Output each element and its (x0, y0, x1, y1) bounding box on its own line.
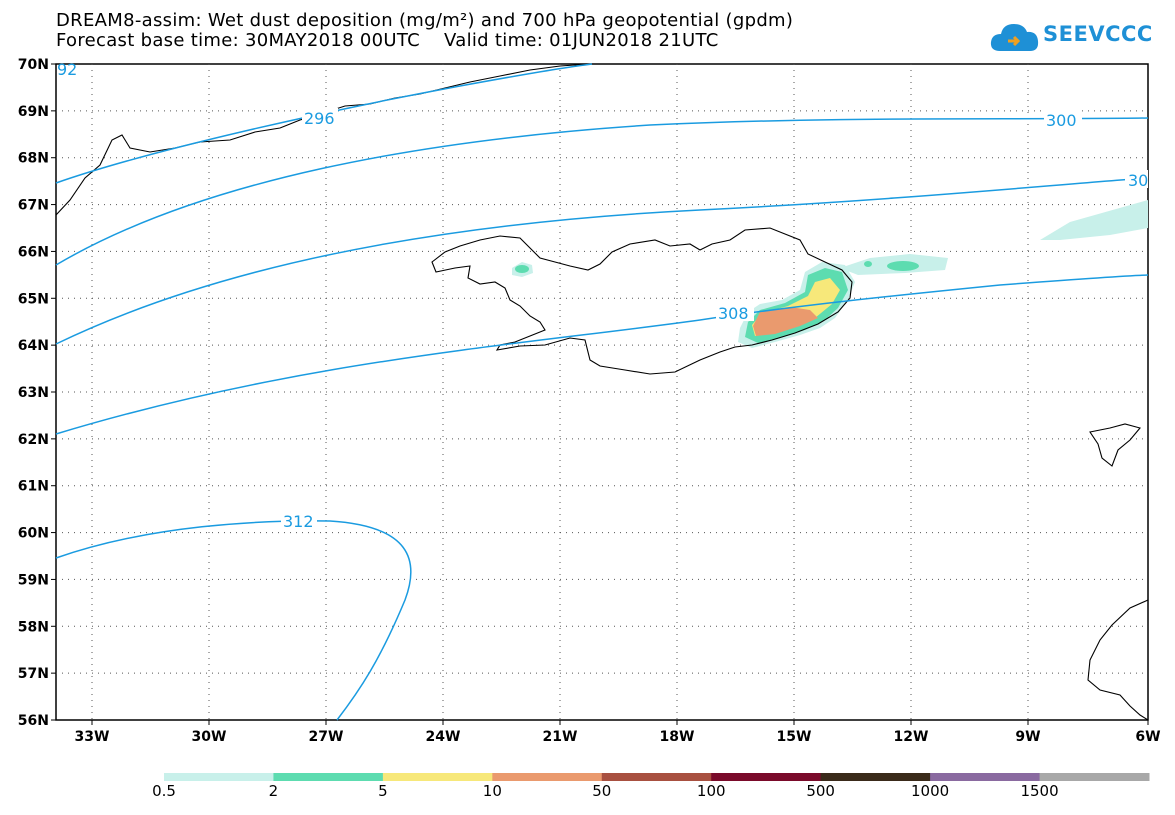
colorbar-swatch (273, 773, 384, 781)
logo-text: SEEVCCC (1043, 22, 1153, 46)
colorbar-label: 5 (378, 782, 388, 800)
dust-area-east-sea (1040, 200, 1148, 240)
contour-292 (55, 63, 593, 184)
colorbar-label: 10 (482, 782, 502, 800)
contour-label-group: 296 300 30 308 312 92 (57, 60, 1148, 531)
lat-label: 61N (18, 479, 49, 495)
coastline-iceland (431, 227, 853, 375)
axis-ticks (51, 63, 1149, 725)
lat-label: 69N (18, 104, 49, 120)
lat-label: 65N (18, 291, 49, 307)
colorbar-swatch (930, 773, 1041, 781)
cloud-logo-icon (990, 24, 1039, 51)
colorbar-label: 50 (592, 782, 612, 800)
dust-area-east-plume-core (887, 261, 919, 271)
dust-shading (512, 200, 1148, 348)
contour-label-308: 308 (718, 304, 749, 323)
lon-label: 12W (894, 729, 929, 745)
contour-300 (55, 177, 1149, 345)
lat-label: 66N (18, 244, 49, 260)
lat-label: 57N (18, 666, 49, 682)
contour-label-300: 300 (1046, 111, 1077, 130)
colorbar-swatch (382, 773, 493, 781)
lat-label: 60N (18, 526, 49, 542)
contour-label-312: 312 (283, 512, 314, 531)
lat-label: 68N (18, 151, 49, 167)
colorbar-label: 500 (806, 782, 835, 800)
colorbar-label: 2 (268, 782, 279, 800)
contour-308 (55, 274, 1149, 435)
longitude-labels: 33W 30W 27W 24W 21W 18W 15W 12W 9W 6W (75, 729, 1161, 745)
colorbar-label: 0.5 (152, 782, 176, 800)
lon-label: 15W (777, 729, 812, 745)
contour-label-30x: 30 (1128, 171, 1148, 190)
colorbar-label: 100 (696, 782, 726, 800)
lat-label: 62N (18, 432, 49, 448)
lon-label: 21W (543, 729, 578, 745)
lat-label: 63N (18, 385, 49, 401)
lat-label: 67N (18, 198, 49, 214)
contour-296 (55, 117, 1149, 266)
colorbar-swatch (711, 773, 822, 781)
map-title-line1: DREAM8-assim: Wet dust deposition (mg/m²… (56, 10, 794, 31)
lat-label: 58N (18, 619, 49, 635)
contour-312 (55, 520, 412, 721)
coastlines (55, 63, 1149, 721)
lon-label: 24W (426, 729, 461, 745)
colorbar-swatch (820, 773, 931, 781)
dust-area-iceland-east-10 (753, 307, 818, 336)
contour-label-292: 92 (57, 60, 77, 79)
lon-label: 18W (660, 729, 695, 745)
colorbar-label: 1500 (1020, 782, 1059, 800)
colorbar-label: 1000 (911, 782, 950, 800)
map-title-line2: Forecast base time: 30MAY2018 00UTC Vali… (56, 30, 719, 51)
coastline-scotland (1087, 599, 1149, 721)
lat-label: 56N (18, 713, 49, 729)
latitude-labels: 70N 69N 68N 67N 66N 65N 64N 63N 62N 61N 60N 59N 58N 5… (18, 57, 49, 729)
colorbar-swatch (601, 773, 712, 781)
dust-area-west-core (515, 265, 529, 273)
graticule (56, 64, 1148, 720)
colorbar-swatch (164, 773, 274, 781)
lat-label: 59N (18, 572, 49, 588)
lat-label: 70N (18, 57, 49, 73)
lon-label: 30W (192, 729, 227, 745)
colorbar-swatch (1039, 773, 1150, 781)
lon-label: 27W (309, 729, 344, 745)
coastline-faroes (1089, 423, 1141, 467)
geopotential-contours (55, 63, 1149, 721)
lon-label: 6W (1135, 729, 1160, 745)
lon-label: 9W (1015, 729, 1040, 745)
contour-label-296: 296 (304, 109, 335, 128)
colorbar-swatch (492, 773, 603, 781)
coastline-greenland (55, 63, 591, 216)
lat-label: 64N (18, 338, 49, 354)
colorbar (164, 773, 1150, 781)
dust-area-east-plume-dot (864, 261, 872, 267)
lon-label: 33W (75, 729, 110, 745)
